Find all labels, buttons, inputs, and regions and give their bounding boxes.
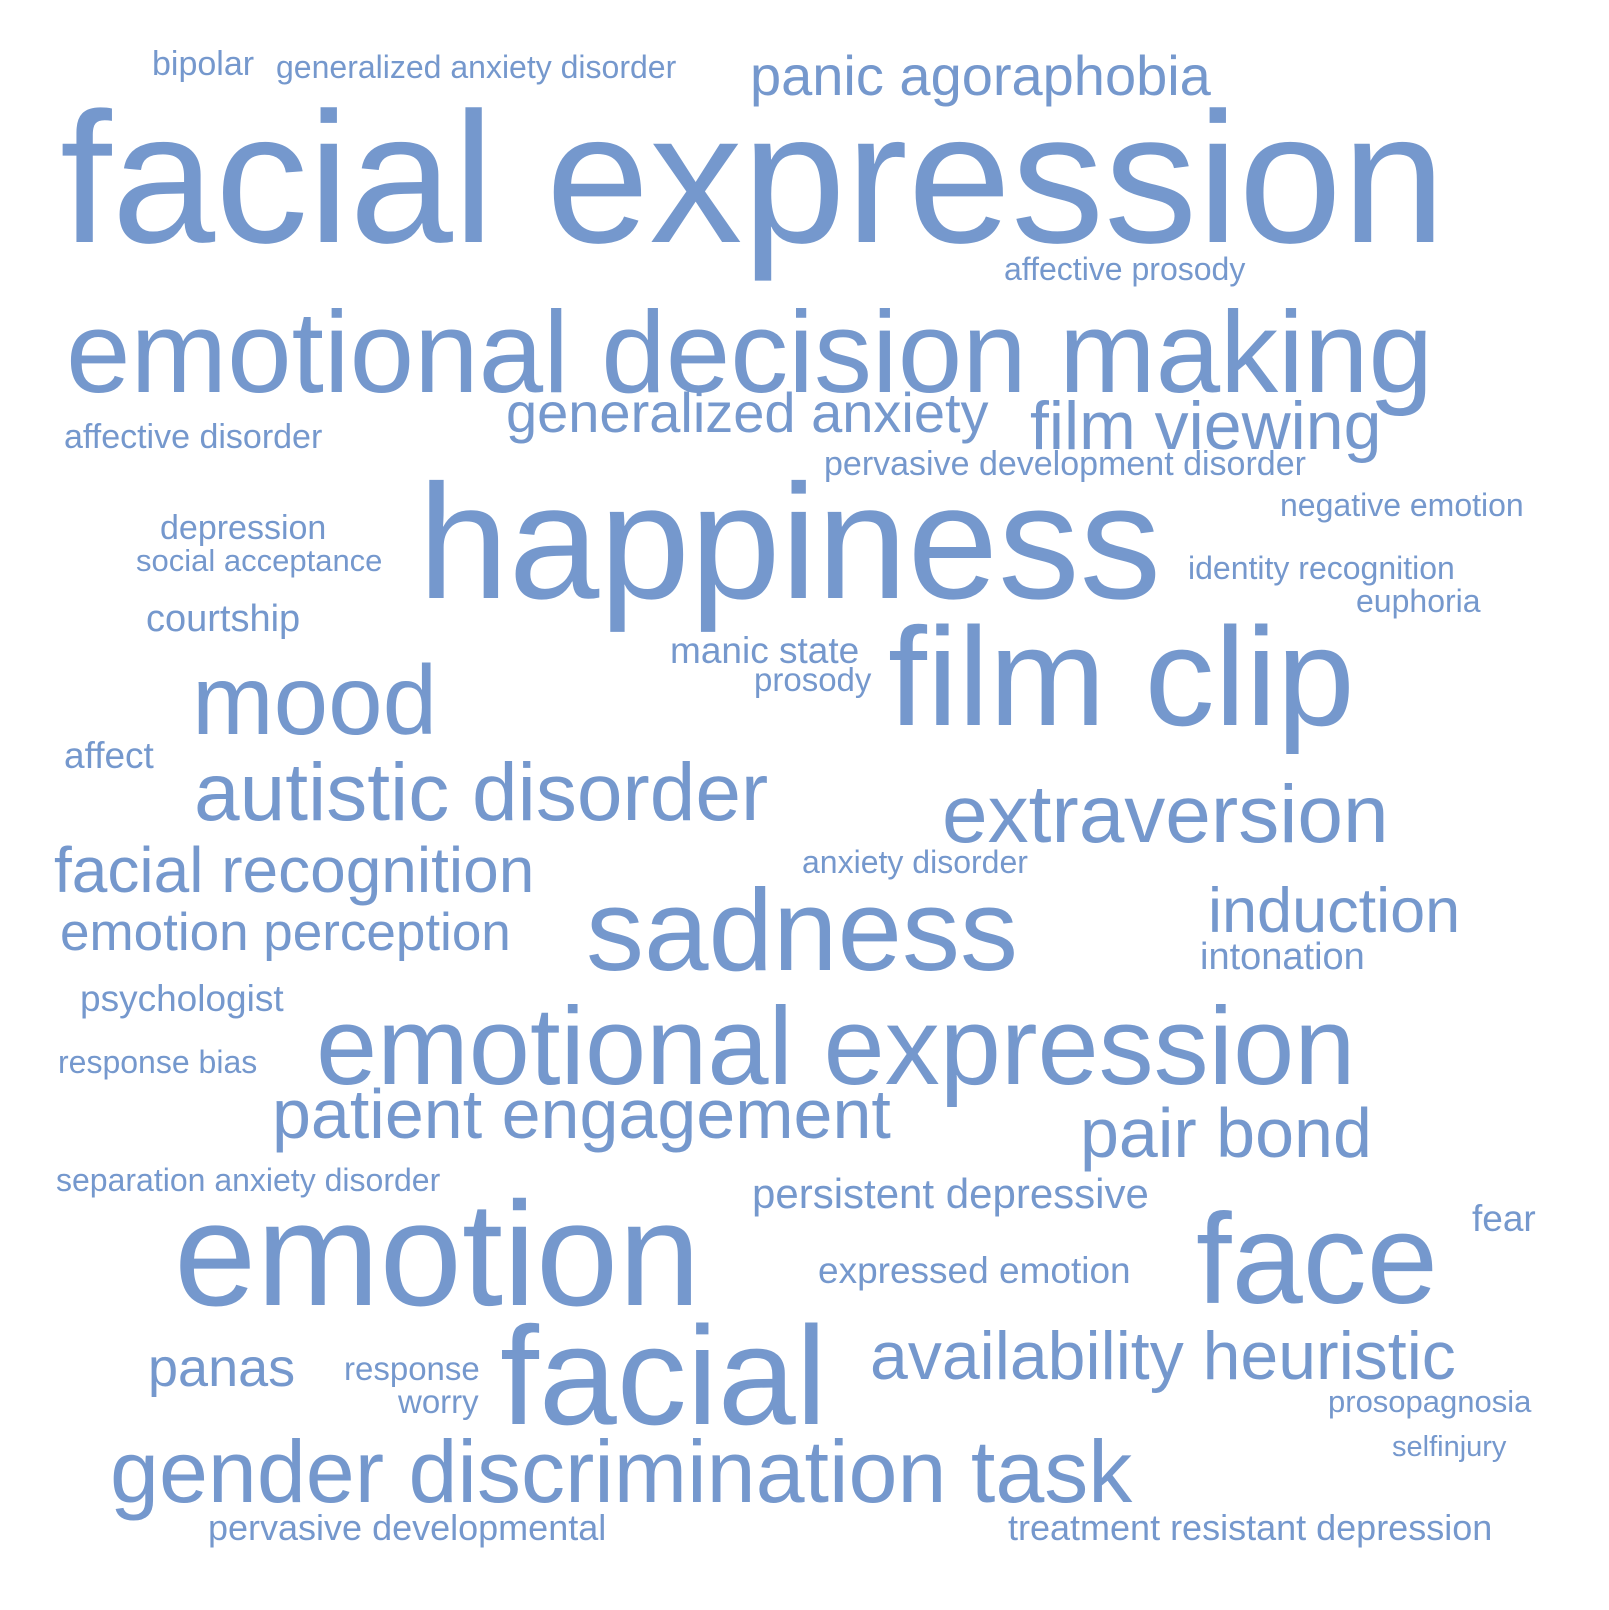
word-anxiety-disorder: anxiety disorder (802, 844, 1028, 880)
word-extraversion: extraversion (942, 769, 1389, 860)
word-pervasive-development-disorder: pervasive development disorder (824, 445, 1306, 483)
word-emotional-expression: emotional expression (316, 985, 1356, 1108)
word-generalized-anxiety: generalized anxiety (506, 381, 989, 444)
word-film-clip: film clip (888, 598, 1355, 755)
word-manic-state: manic state (670, 630, 860, 671)
word-intonation: intonation (1200, 936, 1365, 978)
word-film-viewing: film viewing (1030, 388, 1382, 464)
word-bipolar: bipolar (152, 45, 255, 83)
word-euphoria: euphoria (1356, 583, 1481, 619)
word-persistent-depressive: persistent depressive (752, 1170, 1149, 1217)
word-sadness: sadness (586, 865, 1019, 995)
word-autistic-disorder: autistic disorder (194, 747, 769, 838)
word-facial-expression: facial expression (60, 75, 1446, 282)
word-pervasive-developmental: pervasive developmental (208, 1507, 607, 1548)
word-affective-disorder: affective disorder (64, 418, 323, 456)
word-gender-discrimination-task: gender discrimination task (110, 1422, 1133, 1521)
word-depression: depression (160, 509, 327, 547)
word-response: response (344, 1350, 480, 1387)
word-affect: affect (64, 735, 154, 776)
word-affective-prosody: affective prosody (1004, 251, 1246, 287)
word-separation-anxiety-disorder: separation anxiety disorder (56, 1162, 441, 1198)
word-pair-bond: pair bond (1080, 1094, 1372, 1172)
word-mood: mood (192, 645, 438, 755)
word-response-bias: response bias (58, 1044, 258, 1080)
word-selfinjury: selfinjury (1392, 1431, 1507, 1463)
word-panic-agoraphobia: panic agoraphobia (750, 44, 1211, 107)
word-facial-recognition: facial recognition (54, 834, 535, 906)
word-happiness: happiness (418, 450, 1162, 633)
word-fear: fear (1472, 1198, 1536, 1239)
word-psychologist: psychologist (80, 978, 284, 1019)
word-expressed-emotion: expressed emotion (818, 1250, 1131, 1291)
word-identity-recognition: identity recognition (1188, 550, 1455, 586)
word-emotional-decision-making: emotional decision making (66, 287, 1433, 417)
word-patient-engagement: patient engagement (272, 1075, 891, 1153)
word-courtship: courtship (146, 598, 301, 640)
word-prosody: prosody (754, 661, 872, 698)
word-negative-emotion: negative emotion (1280, 487, 1524, 523)
word-induction: induction (1208, 876, 1461, 946)
word-face: face (1196, 1188, 1438, 1331)
word-facial: facial (500, 1297, 827, 1454)
word-social-acceptance: social acceptance (136, 543, 383, 578)
word-treatment-resistant-depression: treatment resistant depression (1008, 1507, 1493, 1548)
word-availability-heuristic: availability heuristic (870, 1318, 1456, 1394)
word-emotion: emotion (174, 1172, 701, 1337)
word-generalized-anxiety-disorder: generalized anxiety disorder (276, 49, 677, 85)
word-emotion-perception: emotion perception (60, 903, 511, 962)
word-worry: worry (398, 1383, 479, 1420)
word-prosopagnosia: prosopagnosia (1328, 1384, 1532, 1419)
word-panas: panas (148, 1338, 296, 1398)
